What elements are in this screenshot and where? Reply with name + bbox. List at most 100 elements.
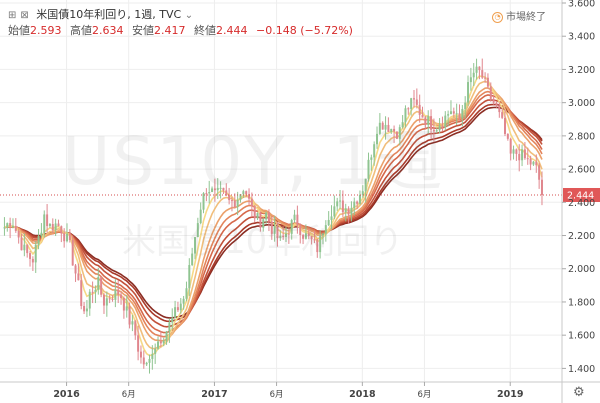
candle-body — [324, 225, 327, 234]
y-tick-label: 2.600 — [568, 165, 595, 176]
candle-body — [77, 273, 80, 281]
candle-body — [9, 223, 12, 227]
candle-body — [432, 129, 435, 132]
candle-body — [23, 244, 26, 251]
candle-body — [202, 193, 205, 210]
candle-body — [404, 108, 407, 123]
candle-body — [168, 322, 171, 332]
candle-body — [179, 303, 182, 311]
candle-body — [327, 219, 330, 226]
watermark-symbol: US10Y, 1週 — [62, 123, 445, 200]
candle-body — [447, 114, 450, 116]
candle-body — [358, 194, 361, 204]
candle-body — [171, 317, 174, 323]
candle-body — [196, 223, 199, 238]
candle-body — [273, 226, 276, 234]
candle-body — [438, 125, 441, 131]
open-label: 始値 — [8, 24, 30, 37]
candle-body — [162, 340, 165, 344]
candle-body — [495, 102, 498, 106]
candle-body — [66, 233, 69, 242]
candle-body — [68, 233, 71, 240]
y-tick-label: 3.400 — [568, 32, 595, 43]
candle-body — [256, 213, 259, 219]
clock-icon: ◔ — [492, 11, 503, 23]
candle-body — [29, 253, 32, 259]
candle-body — [57, 223, 60, 227]
candle-body — [529, 158, 532, 165]
ema-line — [4, 80, 543, 350]
candle-body — [384, 124, 387, 130]
candle-body — [34, 244, 37, 263]
candle-body — [74, 265, 77, 274]
last-price-badge — [563, 187, 600, 202]
candle-body — [344, 208, 347, 213]
candle-body — [455, 113, 458, 115]
candle-body — [339, 200, 342, 202]
candle-body — [91, 291, 94, 293]
candle-body — [139, 351, 142, 358]
candle-body — [370, 157, 373, 160]
candle-body — [239, 194, 242, 200]
market-status[interactable]: ◔ 市場終了 — [492, 8, 546, 23]
candle-body — [253, 206, 256, 219]
last-price-line: 2.444 — [0, 187, 600, 202]
candle-body — [395, 131, 398, 139]
candle-body — [282, 235, 285, 237]
chart-header: ⊞ ⊠ 米国債10年利回り, 1週, TVC ⌄ — [8, 6, 197, 22]
candle-body — [526, 158, 529, 160]
candle-body — [125, 306, 128, 311]
candle-body — [213, 188, 216, 191]
candle-body — [486, 77, 489, 87]
chevron-down-icon[interactable]: ⌄ — [184, 10, 194, 21]
candle-body — [222, 187, 225, 191]
candle-body — [458, 113, 461, 119]
market-status-label: 市場終了 — [506, 12, 546, 23]
candle-body — [410, 98, 413, 109]
y-tick-label: 3.600 — [568, 0, 595, 10]
candle-body — [117, 289, 120, 295]
candle-body — [484, 77, 487, 79]
candle-body — [122, 297, 125, 311]
expand-icon[interactable]: ⊞ — [8, 10, 17, 21]
candle-body — [435, 130, 438, 132]
candle-body — [97, 277, 100, 290]
candle-body — [17, 230, 20, 238]
candle-body — [216, 187, 219, 191]
gear-icon[interactable]: ⚙ — [573, 385, 585, 400]
candle-body — [464, 102, 467, 109]
candle-body — [469, 77, 472, 83]
candle-body — [387, 124, 390, 132]
candle-body — [182, 298, 185, 304]
candle-body — [105, 298, 108, 306]
candle-body — [6, 223, 9, 228]
candle-body — [245, 191, 248, 195]
candle-body — [316, 239, 319, 253]
candle-body — [512, 149, 515, 154]
candle-body — [191, 253, 194, 266]
candle-body — [236, 199, 239, 207]
time-axis[interactable]: 2016 6月 2017 6月 2018 6月 2019 — [0, 381, 600, 400]
watermark-name: 米国債10年利回り — [122, 222, 404, 262]
candle-body — [353, 201, 356, 208]
collapse-icon[interactable]: ⊠ — [20, 10, 29, 21]
candle-body — [504, 117, 507, 134]
candle-body — [515, 149, 518, 154]
candle-body — [376, 133, 379, 145]
y-tick-label: 3.200 — [568, 65, 595, 76]
candle-body — [225, 190, 228, 196]
candle-body — [233, 200, 236, 207]
high-label: 高値 — [70, 24, 92, 37]
candle-body — [120, 294, 123, 298]
low-value: 2.417 — [154, 24, 186, 37]
candle-body — [290, 220, 293, 234]
candle-body — [285, 233, 288, 237]
candle-body — [279, 235, 282, 239]
candle-body — [248, 194, 251, 199]
price-axis[interactable]: 1.400 1.600 1.800 2.000 2.200 2.400 2.600 2.800… — [561, 0, 595, 403]
candle-body — [415, 99, 418, 105]
y-tick-label: 2.400 — [568, 198, 595, 209]
candle-body — [80, 280, 83, 307]
candle-body — [535, 161, 538, 166]
